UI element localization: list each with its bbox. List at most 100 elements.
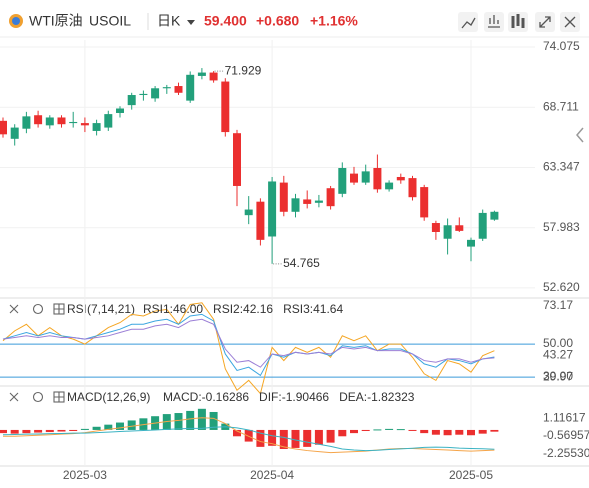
- y-tick-label: 63.347: [543, 160, 580, 174]
- candle-body: [467, 239, 475, 247]
- macd-bar: [326, 429, 335, 443]
- macd-bar: [361, 429, 370, 432]
- y-tick-label: -0.56957: [543, 428, 589, 442]
- params-icon-cross: [54, 304, 64, 314]
- candle-body: [420, 187, 429, 218]
- macd-bar: [174, 413, 183, 430]
- macd-bar: [80, 428, 89, 430]
- legend-entry: DEA:-1.82323: [339, 390, 415, 404]
- candle-body: [350, 173, 358, 183]
- candle-body: [221, 81, 230, 133]
- macd-bar: [256, 429, 265, 447]
- macd-bar: [45, 429, 54, 433]
- candle-body: [256, 201, 265, 240]
- candle-body: [373, 168, 382, 190]
- candle-body: [443, 225, 452, 239]
- candle-body: [291, 198, 300, 212]
- candle-body: [104, 114, 113, 128]
- macd-bar: [10, 429, 19, 434]
- candle-body: [326, 188, 335, 207]
- indicator-line: [2, 318, 495, 368]
- macd-bar: [291, 429, 300, 448]
- macd-bar: [127, 420, 136, 430]
- macd-bar: [303, 429, 312, 447]
- y-tick-label: 43.27: [543, 347, 573, 361]
- indicator-line: [2, 302, 495, 395]
- candle-body: [268, 181, 277, 237]
- macd-title: MACD(12,26,9): [67, 390, 150, 404]
- candle-body: [490, 211, 499, 220]
- y-tick-label: 73.17: [543, 298, 573, 312]
- indicator-icon: [461, 17, 476, 29]
- symbol: WTI原油: [29, 13, 83, 29]
- type-icon: [511, 14, 525, 28]
- candle-body: [303, 199, 312, 204]
- macd-bar: [186, 410, 195, 430]
- macd-bar: [420, 429, 429, 434]
- candle-body: [92, 123, 101, 131]
- symbol-icon-inner: [12, 17, 20, 25]
- candle-body: [455, 225, 464, 231]
- macd-bar: [314, 429, 323, 445]
- macd-bar: [443, 429, 452, 436]
- period-dropdown[interactable]: [187, 20, 195, 25]
- remove-icon[interactable]: [9, 392, 19, 402]
- macd-bar: [162, 414, 171, 430]
- legend-entry: RSI1:46.00: [143, 302, 203, 316]
- macd-bar: [116, 422, 124, 430]
- candle-body: [57, 117, 66, 125]
- y-tick-label: 57.983: [543, 220, 580, 234]
- legend-entry: MACD:-0.16286: [163, 390, 249, 404]
- candle-body: [186, 74, 195, 101]
- candle-body: [22, 116, 31, 129]
- macd-bar: [34, 429, 43, 433]
- macd-bar: [139, 418, 148, 430]
- macd-bar: [268, 429, 277, 446]
- macd-bar: [455, 429, 464, 435]
- macd-bar: [69, 429, 78, 432]
- candle-body: [396, 176, 405, 181]
- draw-icon: [488, 15, 500, 28]
- legend-entry: RSI2:42.16: [213, 302, 273, 316]
- candle-body: [209, 72, 218, 81]
- period[interactable]: 日K: [157, 13, 181, 29]
- y-tick-label: 68.711: [543, 99, 579, 113]
- y-tick-label: 29.97: [543, 369, 573, 383]
- macd-bar: [233, 429, 241, 437]
- x-tick-label: 2025-05: [449, 468, 493, 482]
- y-tick-label: 50.00: [543, 336, 573, 350]
- remove-icon[interactable]: [9, 304, 19, 314]
- candle-body: [116, 108, 124, 113]
- settings-icon[interactable]: [32, 391, 44, 403]
- candle-body: [314, 200, 323, 203]
- candle-body: [0, 120, 7, 135]
- candle-body: [338, 168, 347, 194]
- candle-body: [478, 212, 487, 239]
- candle-body: [197, 72, 206, 76]
- price: 59.400: [204, 13, 247, 29]
- legend-entry: RSI3:41.64: [283, 302, 343, 316]
- macd-bar: [373, 429, 382, 431]
- macd-bar: [22, 429, 31, 434]
- macd-bar: [92, 426, 101, 430]
- candle-body: [34, 115, 43, 125]
- candle-body: [174, 86, 183, 93]
- params-icon-cross: [54, 392, 64, 402]
- x-tick-label: 2025-04: [250, 468, 294, 482]
- y-tick-label: -2.25530: [543, 446, 589, 460]
- annotation-label: 71.929: [225, 63, 262, 77]
- change-pct: +1.16%: [310, 13, 358, 29]
- macd-bar: [396, 429, 405, 431]
- candle-body: [385, 182, 394, 190]
- settings-icon[interactable]: [32, 303, 44, 315]
- annotation-label: 54.765: [283, 256, 320, 270]
- y-tick-label: 52.620: [543, 280, 580, 294]
- code: USOIL: [89, 13, 131, 29]
- macd-bar: [104, 424, 113, 430]
- candle-body: [10, 127, 19, 139]
- collapse-button[interactable]: [576, 127, 584, 143]
- close-icon: [564, 16, 576, 28]
- macd-header: [9, 391, 65, 403]
